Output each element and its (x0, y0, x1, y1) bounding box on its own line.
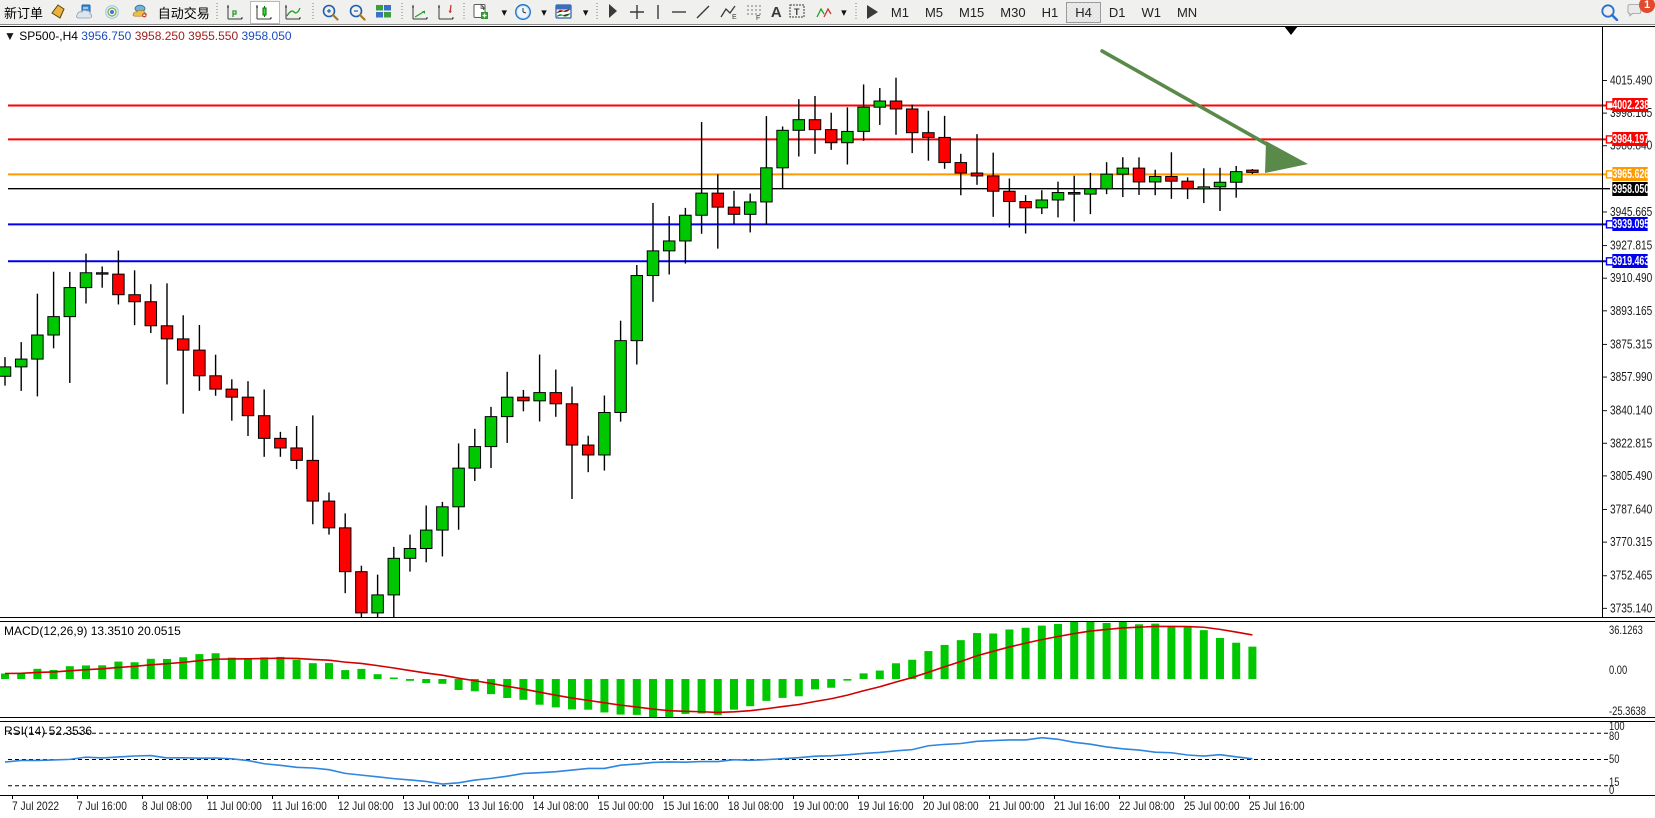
svg-text:3893.165: 3893.165 (1610, 304, 1652, 318)
svg-text:3822.815: 3822.815 (1610, 436, 1652, 450)
svg-text:3787.640: 3787.640 (1610, 502, 1653, 516)
svg-text:3752.465: 3752.465 (1610, 569, 1652, 583)
svg-text:3735.140: 3735.140 (1610, 601, 1653, 615)
svg-text:T: T (794, 7, 800, 17)
svg-text:3770.315: 3770.315 (1610, 535, 1652, 549)
svg-text:3927.815: 3927.815 (1610, 238, 1652, 252)
svg-text:3875.315: 3875.315 (1610, 337, 1652, 351)
svg-text:4015.490: 4015.490 (1610, 73, 1653, 87)
svg-text:3805.490: 3805.490 (1610, 469, 1653, 483)
svg-text:3910.490: 3910.490 (1610, 271, 1653, 285)
svg-text:E: E (732, 14, 737, 21)
svg-text:3857.990: 3857.990 (1610, 370, 1653, 384)
svg-text:3840.140: 3840.140 (1610, 404, 1653, 418)
svg-text:F: F (756, 15, 760, 21)
